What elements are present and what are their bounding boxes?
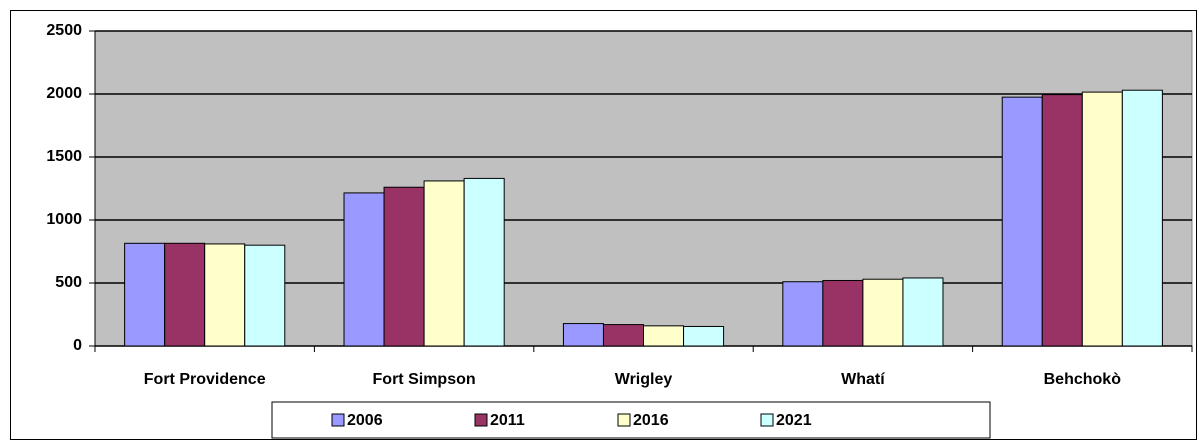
x-tick-label: Fort Simpson <box>373 371 476 388</box>
y-tick-label: 2500 <box>46 22 82 39</box>
bar <box>204 243 246 347</box>
y-tick-label: 0 <box>73 337 82 354</box>
bar <box>782 281 824 347</box>
bar <box>124 242 166 347</box>
bar <box>1121 89 1163 347</box>
y-tick-label: 1500 <box>46 148 82 165</box>
bar <box>1041 94 1083 347</box>
legend-box <box>271 401 991 439</box>
legend-swatch <box>617 413 631 427</box>
legend-swatch <box>331 413 345 427</box>
bar <box>862 278 904 347</box>
bar <box>1001 96 1043 347</box>
bar <box>822 279 864 347</box>
x-tick-label: Whatí <box>841 371 885 388</box>
legend-swatch <box>474 413 488 427</box>
x-tick-label: Behchokò <box>1044 371 1122 388</box>
bar <box>244 244 286 347</box>
legend-label: 2016 <box>633 412 669 429</box>
y-tick-label: 2000 <box>46 85 82 102</box>
y-tick-label: 1000 <box>46 211 82 228</box>
bar <box>164 242 206 347</box>
bar <box>643 325 685 347</box>
bar <box>463 177 505 347</box>
bar <box>562 323 604 347</box>
bar <box>383 186 425 347</box>
bar <box>602 324 644 347</box>
bar <box>683 325 725 347</box>
x-tick-label: Fort Providence <box>144 371 266 388</box>
legend-label: 2006 <box>347 412 383 429</box>
bar <box>343 192 385 347</box>
y-tick-label: 500 <box>55 274 82 291</box>
bar <box>1081 91 1123 347</box>
legend-label: 2021 <box>776 412 812 429</box>
bar <box>423 180 465 347</box>
bar <box>902 277 944 347</box>
legend-swatch <box>760 413 774 427</box>
legend-label: 2011 <box>490 412 525 429</box>
x-tick-label: Wrigley <box>615 371 673 388</box>
